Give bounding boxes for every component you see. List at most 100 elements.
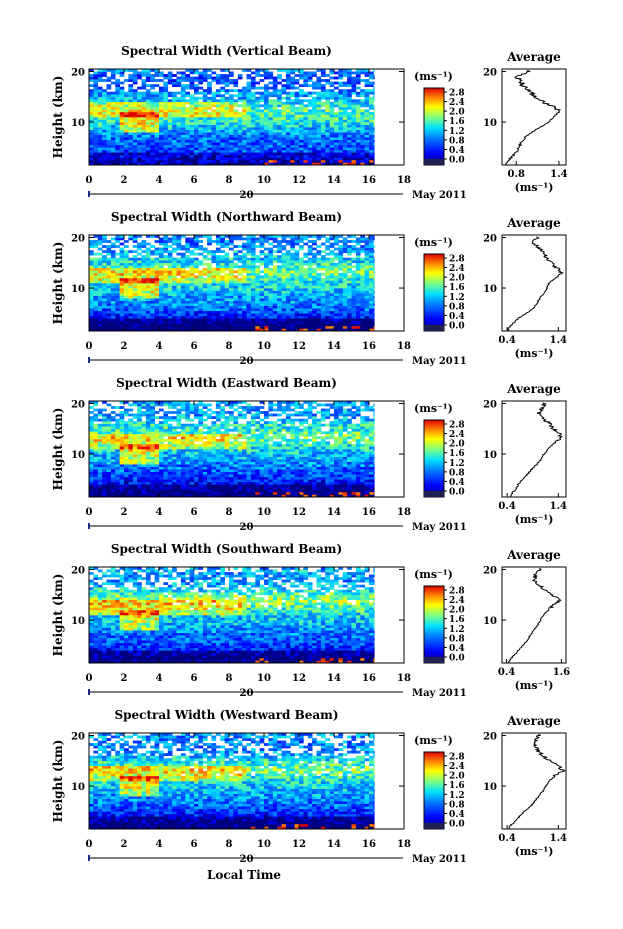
heatmap-cell bbox=[124, 91, 129, 95]
heatmap-cell bbox=[145, 91, 151, 95]
heatmap-cell bbox=[89, 315, 94, 319]
heatmap-cell bbox=[268, 494, 274, 498]
heatmap-cell bbox=[141, 79, 147, 82]
heatmap-cell bbox=[246, 489, 252, 493]
panel-title: Spectral Width (Northward Beam) bbox=[111, 210, 342, 224]
heatmap-cell bbox=[347, 79, 352, 82]
heatmap-cell bbox=[106, 96, 112, 100]
heatmap-cell bbox=[281, 270, 287, 274]
heatmap-cell bbox=[154, 290, 160, 294]
heatmap-cell bbox=[250, 159, 256, 163]
heatmap-cell bbox=[220, 122, 225, 125]
heatmap-cell bbox=[141, 245, 147, 248]
heatmap-cell bbox=[342, 89, 348, 92]
heatmap-cell bbox=[115, 132, 120, 135]
heatmap-cell bbox=[290, 134, 295, 138]
heatmap-cell bbox=[202, 235, 208, 238]
heatmap-cell bbox=[342, 290, 348, 294]
heatmap-cell bbox=[128, 270, 134, 274]
heatmap-cell bbox=[207, 142, 212, 146]
heatmap-cell bbox=[185, 139, 190, 143]
heatmap-cell bbox=[312, 111, 317, 115]
heatmap-cell bbox=[316, 252, 322, 256]
heatmap-cell bbox=[237, 298, 243, 301]
heatmap-cell bbox=[285, 139, 291, 143]
heatmap-cell bbox=[272, 250, 278, 253]
heatmap-cell bbox=[202, 162, 208, 166]
heatmap-cell bbox=[137, 486, 142, 490]
heatmap-cell bbox=[220, 114, 225, 118]
heatmap-cell bbox=[150, 134, 155, 138]
heatmap-cell bbox=[355, 484, 361, 488]
heatmap-cell bbox=[242, 320, 247, 324]
heatmap-cell bbox=[369, 84, 374, 87]
heatmap-cell bbox=[360, 240, 365, 243]
heatmap-cell bbox=[237, 315, 243, 319]
heatmap-cell bbox=[167, 320, 173, 324]
heatmap-cell bbox=[202, 94, 208, 98]
heatmap-cell bbox=[237, 280, 243, 284]
heatmap-cell bbox=[255, 81, 260, 85]
heatmap-cell bbox=[207, 119, 212, 123]
heatmap-cell bbox=[124, 262, 129, 266]
heatmap-cell bbox=[119, 491, 125, 495]
heatmap-cell bbox=[176, 240, 182, 243]
heatmap-cell bbox=[338, 240, 344, 243]
heatmap-cell bbox=[207, 137, 212, 140]
heatmap-cell bbox=[316, 96, 322, 100]
heatmap-cell bbox=[163, 76, 169, 80]
heatmap-cell bbox=[281, 157, 287, 161]
heatmap-cell bbox=[272, 484, 278, 488]
heatmap-cell bbox=[255, 147, 260, 151]
heatmap-cell bbox=[159, 114, 164, 118]
heatmap-cell bbox=[93, 117, 99, 120]
heatmap-cell bbox=[303, 242, 309, 246]
heatmap-cell bbox=[207, 486, 212, 490]
heatmap-cell bbox=[145, 280, 151, 284]
heatmap-cell bbox=[250, 295, 256, 299]
heatmap-cell bbox=[154, 262, 160, 266]
heatmap-cell bbox=[342, 119, 348, 123]
heatmap-cell bbox=[259, 86, 265, 90]
heatmap-cell bbox=[281, 122, 287, 125]
heatmap-cell bbox=[89, 152, 94, 156]
heatmap-cell bbox=[115, 303, 120, 306]
heatmap-cell bbox=[242, 328, 247, 332]
heatmap-cell bbox=[369, 305, 374, 309]
heatmap-cell bbox=[294, 129, 300, 133]
heatmap-cell bbox=[141, 280, 147, 284]
heatmap-cell bbox=[325, 111, 330, 115]
heatmap-cell bbox=[285, 489, 291, 493]
heatmap-cell bbox=[198, 252, 204, 256]
heatmap-cell bbox=[329, 298, 335, 301]
heatmap-cell bbox=[355, 117, 361, 120]
heatmap-cell bbox=[255, 272, 260, 276]
heatmap-cell bbox=[338, 277, 344, 281]
heatmap-cell bbox=[334, 265, 339, 269]
heatmap-cell bbox=[351, 76, 357, 80]
heatmap-cell bbox=[211, 313, 217, 317]
heatmap-cell bbox=[194, 147, 199, 151]
heatmap-cell bbox=[364, 74, 370, 77]
heatmap-cell bbox=[198, 117, 204, 120]
heatmap-cell bbox=[351, 124, 357, 128]
heatmap-cell bbox=[342, 484, 348, 488]
heatmap-cell bbox=[290, 152, 295, 156]
heatmap-cell bbox=[128, 486, 134, 490]
heatmap-cell bbox=[215, 262, 221, 266]
heatmap-cell bbox=[233, 79, 239, 82]
heatmap-cell bbox=[110, 293, 116, 296]
heatmap-cell bbox=[137, 323, 142, 327]
heatmap-cell bbox=[338, 489, 344, 493]
heatmap-cell bbox=[194, 240, 199, 243]
heatmap-cell bbox=[119, 235, 125, 238]
heatmap-cell bbox=[154, 288, 160, 291]
heatmap-cell bbox=[229, 308, 234, 312]
heatmap-cell bbox=[215, 285, 221, 289]
heatmap-cell bbox=[259, 119, 265, 123]
colorbar-unit: (ms⁻¹) bbox=[414, 236, 453, 249]
heatmap-cell bbox=[285, 491, 291, 495]
heatmap-cell bbox=[285, 320, 291, 324]
heatmap-cell bbox=[281, 484, 287, 488]
heatmap-cell bbox=[277, 308, 282, 312]
